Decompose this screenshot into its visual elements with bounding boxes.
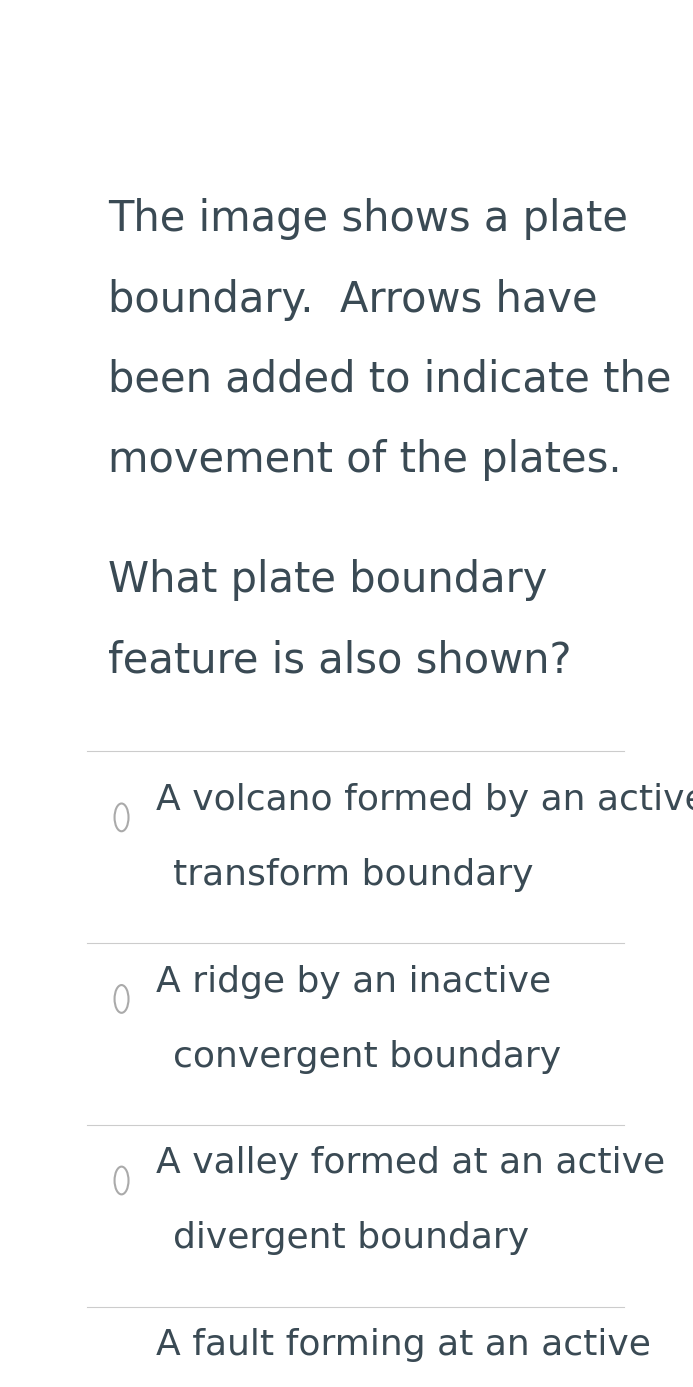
Text: The image shows a plate: The image shows a plate [108, 198, 628, 240]
Text: been added to indicate the: been added to indicate the [108, 359, 672, 401]
Text: divergent boundary: divergent boundary [173, 1221, 529, 1255]
Text: A volcano formed by an active: A volcano formed by an active [157, 784, 693, 817]
Text: boundary.  Arrows have: boundary. Arrows have [108, 279, 598, 320]
Text: What plate boundary: What plate boundary [108, 559, 547, 601]
Text: A ridge by an inactive: A ridge by an inactive [157, 965, 552, 999]
Text: feature is also shown?: feature is also shown? [108, 639, 572, 681]
Text: transform boundary: transform boundary [173, 859, 533, 892]
Text: A valley formed at an active: A valley formed at an active [157, 1146, 665, 1180]
Text: convergent boundary: convergent boundary [173, 1039, 561, 1074]
Text: movement of the plates.: movement of the plates. [108, 438, 622, 481]
Text: A fault forming at an active: A fault forming at an active [157, 1327, 651, 1362]
